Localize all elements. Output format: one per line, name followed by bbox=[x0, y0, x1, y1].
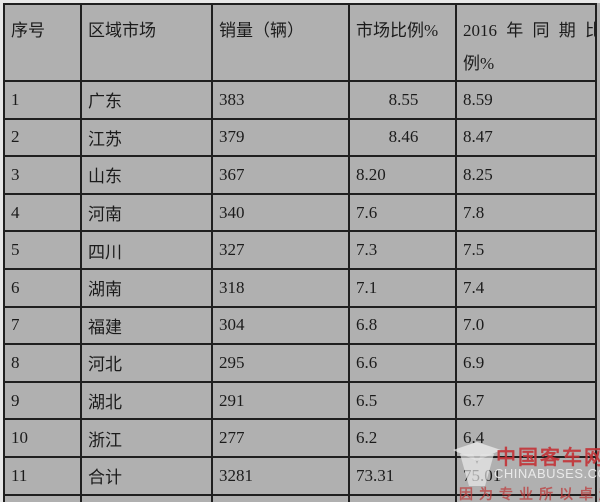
cell-sales: 318 bbox=[211, 267, 350, 308]
cell-no: 4 bbox=[3, 192, 82, 233]
cell-region: 河南 bbox=[80, 192, 213, 233]
cell-sales: 277 bbox=[211, 418, 350, 458]
cell-share: 7.1 bbox=[348, 267, 457, 308]
page-left-margin bbox=[0, 0, 3, 502]
cell-no: 2 bbox=[3, 117, 82, 158]
cell-prev: 7.8 bbox=[455, 192, 597, 233]
cell-no: 5 bbox=[3, 230, 82, 270]
table-row: 4 河南 340 7.6 7.8 bbox=[3, 192, 597, 233]
cell-region: 河北 bbox=[80, 343, 213, 383]
table-row: 7 福建 304 6.8 7.0 bbox=[3, 305, 597, 346]
header-prev-year-line1: 2016 年 同 期 比 bbox=[463, 21, 596, 40]
cell-share: 8.55 bbox=[348, 80, 457, 120]
cell-sales: 383 bbox=[211, 80, 350, 120]
cell-region: 江苏 bbox=[80, 117, 213, 158]
table-row-clipped bbox=[3, 493, 597, 502]
cell-sales: 340 bbox=[211, 192, 350, 233]
cell-no: 10 bbox=[3, 418, 82, 458]
cell-no: 8 bbox=[3, 343, 82, 383]
cell-share: 7.6 bbox=[348, 192, 457, 233]
cell-prev: 7.5 bbox=[455, 230, 597, 270]
cell-region: 山东 bbox=[80, 155, 213, 195]
page-top-margin bbox=[0, 0, 600, 3]
cell-prev: 6.4 bbox=[455, 418, 597, 458]
header-share: 市场比例% bbox=[348, 3, 457, 82]
header-no: 序号 bbox=[3, 3, 82, 82]
cell-no: 1 bbox=[3, 80, 82, 120]
cell-share: 8.20 bbox=[348, 155, 457, 195]
table-row: 1 广东 383 8.55 8.59 bbox=[3, 80, 597, 120]
cell-sales: 304 bbox=[211, 305, 350, 346]
cell-region: 福建 bbox=[80, 305, 213, 346]
table-row: 3 山东 367 8.20 8.25 bbox=[3, 155, 597, 195]
cell-no: 3 bbox=[3, 155, 82, 195]
table-row-total: 11 合计 3281 73.31 75.01 bbox=[3, 455, 597, 496]
cell-prev: 6.9 bbox=[455, 343, 597, 383]
cell-sales: 295 bbox=[211, 343, 350, 383]
cell-prev: 8.25 bbox=[455, 155, 597, 195]
cell-no: 7 bbox=[3, 305, 82, 346]
cell-prev: 7.4 bbox=[455, 267, 597, 308]
cell-share: 8.46 bbox=[348, 117, 457, 158]
table-row: 2 江苏 379 8.46 8.47 bbox=[3, 117, 597, 158]
cell-share: 6.8 bbox=[348, 305, 457, 346]
table-row: 9 湖北 291 6.5 6.7 bbox=[3, 380, 597, 421]
header-prev-year-line2: 例% bbox=[463, 54, 495, 73]
cell-sales: 367 bbox=[211, 155, 350, 195]
cell-no: 11 bbox=[3, 455, 82, 496]
cell-sales: 327 bbox=[211, 230, 350, 270]
table-row: 10 浙江 277 6.2 6.4 bbox=[3, 418, 597, 458]
header-prev-year: 2016 年 同 期 比 例% bbox=[455, 3, 597, 82]
header-region: 区域市场 bbox=[80, 3, 213, 82]
cell-no: 6 bbox=[3, 267, 82, 308]
table-row: 6 湖南 318 7.1 7.4 bbox=[3, 267, 597, 308]
cell-sales: 379 bbox=[211, 117, 350, 158]
cell-share: 6.2 bbox=[348, 418, 457, 458]
cell-region: 浙江 bbox=[80, 418, 213, 458]
regional-sales-table: 序号 区域市场 销量（辆） 市场比例% 2016 年 同 期 比 例% 1 广东… bbox=[3, 3, 597, 502]
table-header-row: 序号 区域市场 销量（辆） 市场比例% 2016 年 同 期 比 例% bbox=[3, 3, 597, 82]
table-row: 8 河北 295 6.6 6.9 bbox=[3, 343, 597, 383]
cell-prev: 7.0 bbox=[455, 305, 597, 346]
cell-prev: 8.47 bbox=[455, 117, 597, 158]
cell-share: 73.31 bbox=[348, 455, 457, 496]
cell-sales: 291 bbox=[211, 380, 350, 421]
cell-prev: 8.59 bbox=[455, 80, 597, 120]
cell-prev: 75.01 bbox=[455, 455, 597, 496]
cell-prev: 6.7 bbox=[455, 380, 597, 421]
header-sales: 销量（辆） bbox=[211, 3, 350, 82]
cell-region: 广东 bbox=[80, 80, 213, 120]
cell-region: 湖北 bbox=[80, 380, 213, 421]
table-row: 5 四川 327 7.3 7.5 bbox=[3, 230, 597, 270]
cell-share: 7.3 bbox=[348, 230, 457, 270]
cell-share: 6.5 bbox=[348, 380, 457, 421]
cell-region: 合计 bbox=[80, 455, 213, 496]
cell-sales: 3281 bbox=[211, 455, 350, 496]
cell-no: 9 bbox=[3, 380, 82, 421]
cell-region: 四川 bbox=[80, 230, 213, 270]
cell-share: 6.6 bbox=[348, 343, 457, 383]
cell-region: 湖南 bbox=[80, 267, 213, 308]
